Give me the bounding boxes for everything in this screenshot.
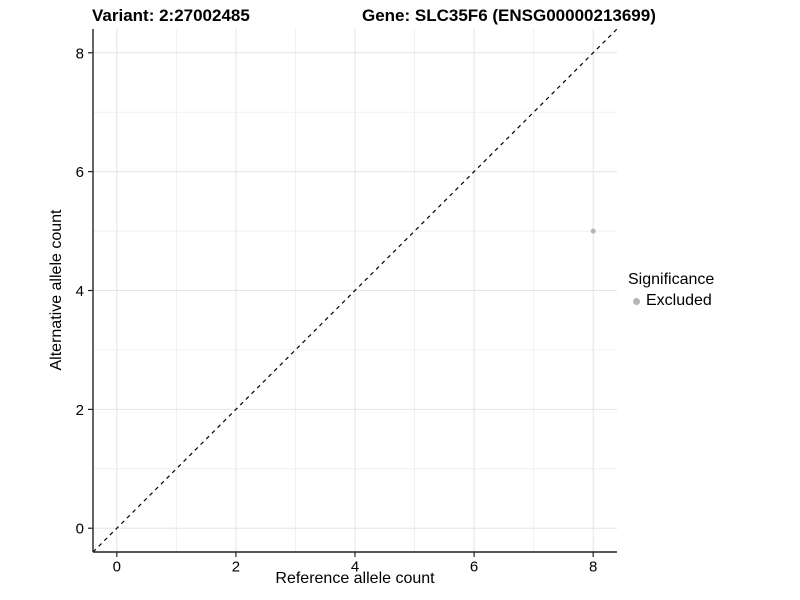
- x-tick-label: 4: [351, 559, 359, 576]
- x-tick-label: 0: [113, 559, 121, 576]
- x-tick-label: 2: [232, 559, 240, 576]
- legend-title: Significance: [628, 271, 715, 288]
- x-tick-label: 8: [589, 559, 597, 576]
- legend: Significance Excluded: [628, 271, 714, 310]
- variant-title: Variant: 2:27002485: [92, 6, 250, 25]
- y-axis-title: Alternative allele count: [48, 209, 65, 371]
- legend-item-label: Excluded: [646, 292, 712, 309]
- legend-point-icon: [633, 297, 640, 305]
- y-tick-label: 2: [76, 402, 84, 419]
- legend-item-excluded: Excluded: [628, 292, 714, 310]
- x-tick-label: 6: [470, 559, 478, 576]
- gene-title: Gene: SLC35F6 (ENSG00000213699): [362, 6, 656, 25]
- x-axis-title: Reference allele count: [275, 570, 435, 587]
- y-tick-label: 0: [76, 521, 84, 538]
- data-point: [590, 228, 596, 234]
- y-tick-label: 6: [76, 164, 84, 181]
- y-tick-label: 4: [76, 283, 84, 300]
- identity-line: [92, 28, 618, 553]
- y-tick-label: 8: [76, 45, 84, 62]
